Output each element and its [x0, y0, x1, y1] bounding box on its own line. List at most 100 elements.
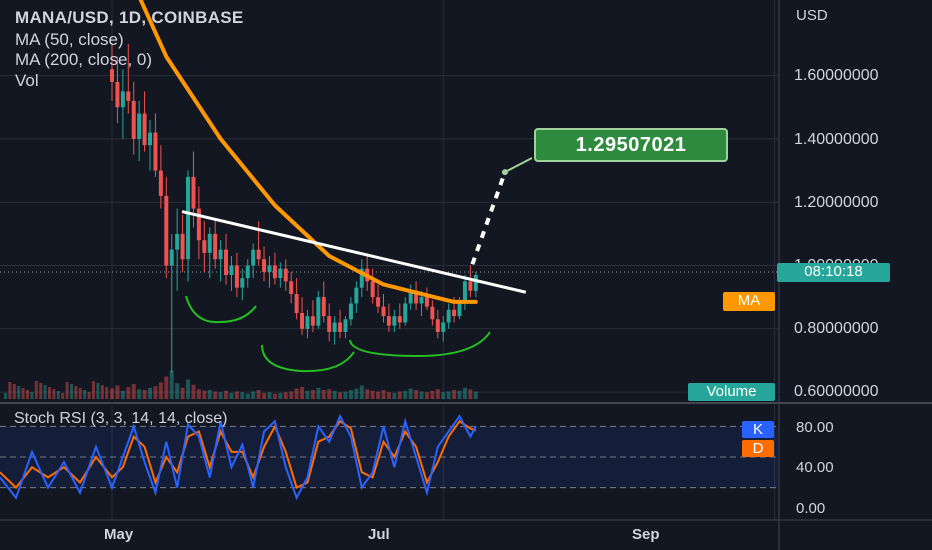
volume-bar: [278, 393, 283, 399]
volume-bar: [153, 386, 158, 399]
candle-body: [202, 240, 207, 253]
volume-bar: [272, 393, 277, 399]
volume-bar: [414, 390, 419, 399]
volume-bars: [4, 370, 478, 399]
volume-bar: [96, 383, 100, 399]
time-tick-may: May: [104, 526, 134, 543]
symbol-title[interactable]: MANA/USD, 1D, COINBASE: [15, 8, 244, 27]
candle-body: [153, 132, 158, 171]
volume-bar: [370, 390, 375, 399]
volume-bar: [381, 390, 386, 399]
price-tick-1-4: 1.40000000: [794, 131, 879, 148]
volume-bar: [78, 388, 82, 399]
candle-body: [300, 312, 305, 329]
volume-bar: [39, 383, 43, 399]
candle-body: [164, 195, 169, 266]
candle-body: [392, 316, 397, 326]
candle-body: [262, 259, 267, 272]
volume-bar: [169, 370, 174, 399]
chart-overlays: [138, 0, 533, 373]
candle-body: [224, 249, 229, 275]
d-tag: D: [742, 440, 774, 457]
candle-body: [240, 278, 245, 288]
volume-bar: [142, 390, 147, 399]
volume-bar: [4, 393, 7, 399]
candle-body: [245, 265, 250, 279]
candle-body: [126, 91, 131, 101]
volume-bar: [175, 383, 180, 399]
volume-bar: [343, 391, 348, 399]
candle-body: [468, 281, 473, 291]
volume-bar: [348, 390, 353, 399]
candle-body: [457, 300, 462, 317]
volume-bar: [424, 392, 429, 399]
volume-bar: [234, 391, 239, 399]
indicator-label-ma200[interactable]: MA (200, close, 0): [15, 50, 153, 69]
indicator-label-ma50[interactable]: MA (50, close): [15, 30, 124, 49]
volume-bar: [397, 391, 402, 399]
volume-bar: [120, 390, 125, 399]
candlestick-series: [110, 43, 478, 374]
volume-bar: [267, 392, 272, 399]
candle-body: [321, 297, 326, 317]
volume-bar: [87, 392, 91, 399]
volume-bar: [52, 389, 56, 399]
volume-bar: [131, 384, 136, 399]
volume-bar: [56, 391, 60, 399]
neckline-trendline: [181, 210, 527, 294]
candle-body: [381, 306, 386, 317]
right-shoulder-curve: [349, 331, 491, 358]
indicator-label-volume[interactable]: Vol: [15, 71, 39, 90]
target-price-callout[interactable]: 1.29507021: [534, 128, 728, 162]
volume-bar: [12, 384, 16, 399]
volume-bar: [8, 382, 12, 399]
stoch-rsi-title[interactable]: Stoch RSI (3, 3, 14, 14, close): [14, 410, 228, 427]
candle-body: [142, 113, 147, 146]
callout-anchor-dot: [501, 169, 508, 176]
volume-bar: [186, 379, 191, 399]
candle-body: [430, 306, 435, 320]
volume-bar: [462, 387, 467, 399]
volume-bar: [17, 386, 21, 399]
candle-body: [348, 303, 353, 320]
countdown-badge: 08:10:18: [777, 263, 890, 282]
projection-dotted-line: [470, 171, 507, 265]
candle-body: [435, 319, 440, 332]
volume-bar: [376, 391, 381, 399]
volume-bar: [26, 390, 29, 399]
candle-body: [424, 297, 429, 307]
candle-body: [316, 297, 321, 326]
candle-body: [327, 316, 332, 332]
volume-bar: [70, 384, 73, 399]
candle-body: [370, 281, 375, 298]
volume-bar: [294, 388, 299, 399]
volume-bar: [338, 392, 343, 399]
candle-body: [462, 281, 467, 301]
candle-body: [110, 69, 114, 82]
candle-body: [137, 113, 142, 139]
candle-body: [169, 249, 174, 266]
volume-bar: [218, 392, 223, 399]
volume-bar: [327, 389, 332, 399]
volume-bar: [224, 390, 229, 399]
candle-body: [343, 319, 348, 332]
time-tick-sep: Sep: [632, 526, 660, 543]
volume-bar: [283, 392, 288, 399]
volume-bar: [430, 390, 435, 399]
candle-body: [414, 290, 419, 304]
candle-body: [332, 322, 337, 332]
candle-body: [229, 265, 234, 275]
candle-body: [251, 249, 256, 266]
price-tick-0-6: 0.60000000: [794, 383, 879, 400]
candle-body: [294, 293, 299, 313]
candle-body: [386, 316, 391, 326]
candle-body: [213, 233, 218, 260]
candle-body: [452, 309, 457, 317]
candle-body: [289, 281, 294, 294]
volume-bar: [48, 387, 51, 399]
volume-bar: [354, 388, 359, 399]
volume-bar: [65, 382, 69, 399]
candle-body: [131, 100, 136, 139]
callout-pointer: [504, 157, 533, 174]
